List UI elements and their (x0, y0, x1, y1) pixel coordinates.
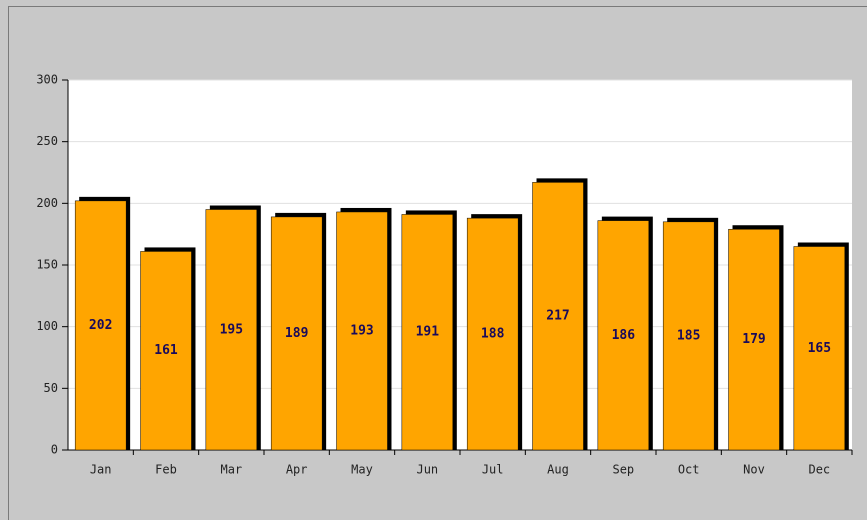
y-tick-label: 50 (44, 381, 58, 395)
y-tick-label: 150 (36, 258, 58, 272)
value-label: 191 (416, 325, 440, 340)
bar (728, 228, 780, 451)
value-label: 188 (481, 327, 505, 342)
bar (74, 200, 127, 451)
bar (532, 182, 584, 451)
x-tick-label: Jan (90, 463, 112, 477)
bar (662, 221, 715, 451)
x-tick-label: Nov (743, 463, 765, 477)
y-tick-label: 250 (36, 134, 58, 148)
y-tick-label: 100 (36, 319, 58, 333)
value-label: 217 (546, 309, 569, 324)
bar (140, 251, 192, 451)
x-tick-label: Jul (482, 463, 504, 477)
x-tick-label: Apr (286, 463, 308, 477)
x-tick-label: Sep (612, 463, 634, 477)
value-label: 202 (89, 318, 112, 333)
bar (336, 211, 388, 451)
bar (270, 216, 323, 451)
x-tick-label: Jun (416, 463, 438, 477)
value-label: 185 (677, 328, 700, 343)
x-tick-label: Aug (547, 463, 569, 477)
value-label: 186 (612, 328, 636, 343)
value-label: 195 (220, 322, 243, 337)
value-label: 161 (154, 343, 178, 358)
bar (597, 220, 650, 451)
x-tick-label: May (351, 463, 373, 477)
value-label: 189 (285, 326, 308, 341)
bar (466, 217, 519, 451)
frame (8, 6, 867, 520)
y-tick-label: 200 (36, 196, 58, 210)
bar (401, 214, 454, 451)
value-label: 165 (808, 341, 831, 356)
x-tick-label: Feb (155, 463, 177, 477)
y-tick-label: 0 (51, 443, 58, 457)
value-label: 179 (742, 332, 765, 347)
x-tick-label: Oct (678, 463, 700, 477)
x-tick-label: Dec (808, 463, 830, 477)
bar (793, 246, 846, 451)
x-tick-label: Mar (220, 463, 242, 477)
bar (205, 209, 258, 451)
value-label: 193 (350, 323, 373, 338)
y-tick-label: 300 (36, 73, 58, 87)
